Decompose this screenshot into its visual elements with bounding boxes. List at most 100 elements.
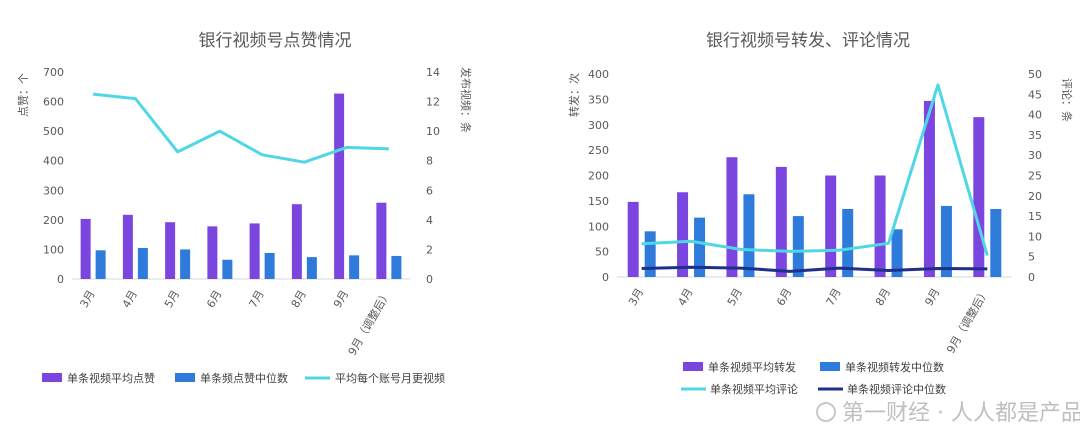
chart1-y-left-tick: 500 <box>43 125 64 138</box>
chart2-bar-avg <box>825 175 837 277</box>
chart2-y-right-tick: 40 <box>1028 109 1042 122</box>
chart1-y-right-tick: 6 <box>426 184 433 197</box>
chart1-y-left-tick: 400 <box>43 155 64 168</box>
chart2-bar-avg <box>973 117 985 277</box>
chart2-bar-median <box>743 194 755 277</box>
chart2-y-right-tick: 15 <box>1028 210 1042 223</box>
chart2-x-tick-label: 7月 <box>824 286 844 308</box>
chart1-bar-avg <box>249 223 260 279</box>
chart1-x-tick-label: 3月 <box>77 288 97 310</box>
chart2-y-left-tick: 50 <box>595 246 609 259</box>
chart2-bar-median <box>940 205 952 277</box>
chart1-bar-median <box>349 255 360 279</box>
chart2-bar-avg <box>923 100 935 278</box>
chart2-bar-median <box>891 229 903 277</box>
chart1-y-right-label: 发布视频：条 <box>459 67 473 133</box>
chart2-y-left-tick: 350 <box>588 93 609 106</box>
chart1-x-tick-label: 9月 <box>331 288 351 310</box>
chart1-y-left-tick: 200 <box>43 214 64 227</box>
chart1-bar-median <box>391 255 402 279</box>
chart1-bar-median <box>137 247 148 279</box>
chart1-bar-median <box>180 249 191 279</box>
chart1-y-right-tick: 8 <box>426 155 433 168</box>
chart2-y-right-tick: 35 <box>1028 129 1042 142</box>
chart2-y-right-tick: 50 <box>1028 68 1042 81</box>
chart2-x-tick-label: 8月 <box>873 286 893 308</box>
chart2-legend-avg-forwards: 单条视频平均转发 <box>708 360 796 374</box>
chart2-x-tick-label: 5月 <box>725 286 745 308</box>
chart2-x-tick-label: 9月（调整后） <box>943 286 992 356</box>
chart1-y-right-tick: 4 <box>426 214 433 227</box>
chart1-y-left-tick: 700 <box>43 66 64 79</box>
chart1-x-tick-label: 7月 <box>246 288 266 310</box>
chart2-x-tick-label: 4月 <box>675 286 695 308</box>
chart2-y-left-label: 转发：次 <box>567 73 581 117</box>
chart2-x-tick-label: 9月 <box>922 286 942 308</box>
chart2-y-left-tick: 400 <box>588 68 609 81</box>
chart2-y-right-tick: 25 <box>1028 170 1042 183</box>
chart1-legend-monthly-videos: 平均每个账号月更视频 <box>335 371 445 385</box>
chart1-bar-avg <box>376 202 387 279</box>
chart2-bar-avg <box>874 175 886 277</box>
chart2-x-tick-label: 3月 <box>626 286 646 308</box>
chart1-bar-avg <box>165 222 176 279</box>
chart2-x-tick-label: 6月 <box>774 286 794 308</box>
chart1-x-tick-label: 5月 <box>162 288 182 310</box>
chart1-y-left-tick: 100 <box>43 243 64 256</box>
watermark-text: 第一财经 · 人人都是产品经理 <box>842 401 1080 426</box>
chart1-bar-median <box>264 252 275 279</box>
chart2-y-right-tick: 0 <box>1028 271 1035 284</box>
chart1-y-left-label: 点赞：个 <box>17 73 30 117</box>
chart2-y-left-tick: 100 <box>588 220 609 233</box>
chart2-bar-median <box>990 208 1002 277</box>
chart2-line-secondary <box>641 265 988 273</box>
chart1-line-primary <box>92 92 389 164</box>
chart1-x-tick-label: 9月（调整后） <box>345 288 394 358</box>
chart2-y-left-tick: 200 <box>588 170 609 183</box>
chart1-bar-avg <box>122 214 133 279</box>
chart2-bar-median <box>694 217 706 277</box>
chart1-legend-avg-likes: 单条视频平均点赞 <box>67 371 155 385</box>
chart1-y-right-tick: 12 <box>426 96 440 109</box>
chart2-bar-median <box>842 208 854 277</box>
chart2-legend-median-comments: 单条视频评论中位数 <box>847 382 946 396</box>
chart1-y-left-tick: 600 <box>43 96 64 109</box>
chart1-bar-median <box>222 259 233 279</box>
watermark: 第一财经 · 人人都是产品经理 <box>816 401 1080 426</box>
chart1-legend-median-likes: 单条频点赞中位数 <box>200 371 288 385</box>
chart1-title: 银行视频号点赞情况 <box>199 31 352 51</box>
chart1-legend-swatch-avg-likes <box>42 373 62 382</box>
chart2-legend-swatch-avg-forwards <box>683 362 703 371</box>
chart2-bar-median <box>644 231 656 277</box>
chart2-bar-avg <box>775 166 787 277</box>
chart1-x-tick-label: 4月 <box>120 288 140 310</box>
chart1-x-tick-label: 8月 <box>289 288 309 310</box>
chart2-y-right-tick: 30 <box>1028 149 1042 162</box>
chart2-y-right-tick: 10 <box>1028 230 1042 243</box>
chart2-y-right-tick: 20 <box>1028 190 1042 203</box>
chart2-line-primary <box>641 83 989 256</box>
chart2-y-right-tick: 5 <box>1028 251 1035 264</box>
chart1-bar-median <box>306 257 317 279</box>
chart1-bar-avg <box>291 204 302 279</box>
chart2-y-right-label: 评论：条 <box>1060 78 1074 122</box>
chart2-legend-avg-comments: 单条视频平均评论 <box>710 382 798 396</box>
chart1-y-right-tick: 0 <box>426 273 433 286</box>
chart2-bar-avg <box>726 157 738 277</box>
chart2-bar-median <box>792 216 804 277</box>
chart2-bar-avg <box>627 201 639 277</box>
chart2-y-left-tick: 300 <box>588 119 609 132</box>
chart1-bar-avg <box>334 93 345 279</box>
chart2-y-left-tick: 150 <box>588 195 609 208</box>
chart2-y-left-tick: 250 <box>588 144 609 157</box>
chart2-legend-swatch-median-forwards <box>820 362 840 371</box>
watermark-wechat-icon <box>816 402 836 422</box>
chart1-y-right-tick: 2 <box>426 243 433 256</box>
chart1-bar-median <box>95 250 106 279</box>
chart1-y-right-tick: 10 <box>426 125 440 138</box>
chart2-y-right-tick: 45 <box>1028 88 1042 101</box>
chart1-bar-avg <box>80 218 91 279</box>
chart2-title: 银行视频号转发、评论情况 <box>706 31 910 51</box>
chart1-y-left-tick: 0 <box>57 273 64 286</box>
